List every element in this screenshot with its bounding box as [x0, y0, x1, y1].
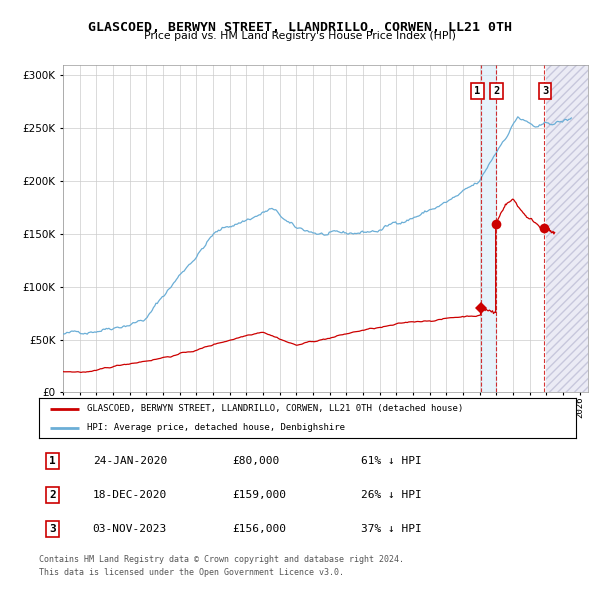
Text: 26% ↓ HPI: 26% ↓ HPI: [361, 490, 422, 500]
Text: £156,000: £156,000: [232, 525, 286, 535]
Text: GLASCOED, BERWYN STREET, LLANDRILLO, CORWEN, LL21 0TH (detached house): GLASCOED, BERWYN STREET, LLANDRILLO, COR…: [88, 404, 464, 414]
Text: 3: 3: [49, 525, 56, 535]
Text: 2: 2: [49, 490, 56, 500]
Text: 03-NOV-2023: 03-NOV-2023: [93, 525, 167, 535]
Text: 37% ↓ HPI: 37% ↓ HPI: [361, 525, 422, 535]
Text: 24-JAN-2020: 24-JAN-2020: [93, 455, 167, 466]
Text: £159,000: £159,000: [232, 490, 286, 500]
Text: £80,000: £80,000: [232, 455, 280, 466]
Text: Price paid vs. HM Land Registry's House Price Index (HPI): Price paid vs. HM Land Registry's House …: [144, 31, 456, 41]
Text: 3: 3: [542, 86, 548, 96]
Text: HPI: Average price, detached house, Denbighshire: HPI: Average price, detached house, Denb…: [88, 423, 346, 432]
Text: 18-DEC-2020: 18-DEC-2020: [93, 490, 167, 500]
Text: 61% ↓ HPI: 61% ↓ HPI: [361, 455, 422, 466]
Bar: [547, 65, 588, 392]
Text: Contains HM Land Registry data © Crown copyright and database right 2024.: Contains HM Land Registry data © Crown c…: [39, 555, 404, 563]
Text: This data is licensed under the Open Government Licence v3.0.: This data is licensed under the Open Gov…: [39, 568, 344, 576]
Text: GLASCOED, BERWYN STREET, LLANDRILLO, CORWEN, LL21 0TH: GLASCOED, BERWYN STREET, LLANDRILLO, COR…: [88, 21, 512, 34]
Text: 2: 2: [493, 86, 500, 96]
Bar: [481, 65, 496, 392]
Bar: [547, 65, 588, 392]
Text: 1: 1: [49, 455, 56, 466]
Text: 1: 1: [475, 86, 481, 96]
